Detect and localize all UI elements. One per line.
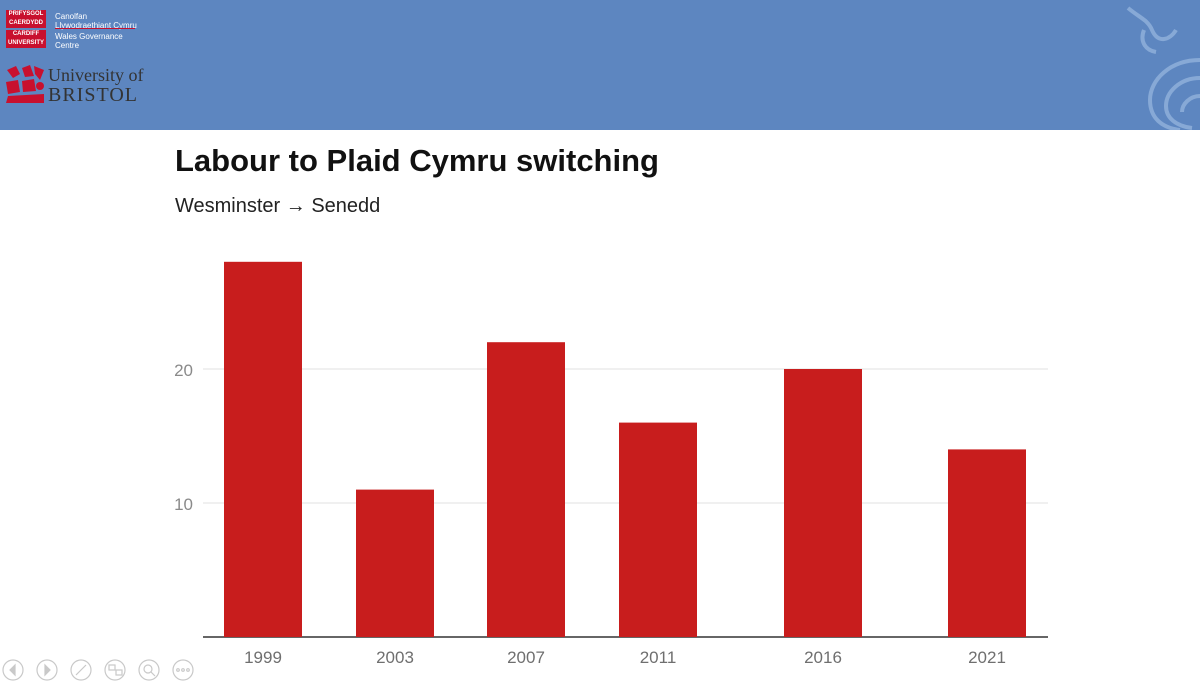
bars [224, 261, 1026, 637]
slides-icon[interactable] [104, 659, 126, 681]
next-slide-icon[interactable] [36, 659, 58, 681]
zoom-icon[interactable] [138, 659, 160, 681]
centre-name-line: Wales Governance [55, 32, 123, 41]
bar-2016 [784, 369, 862, 637]
y-tick-label: 20 [174, 361, 193, 380]
cardiff-university-logo: PRIFYSGOL CAERDYDD CARDIFF UNIVERSITY [6, 10, 46, 48]
centre-name-line: Centre [55, 41, 80, 50]
pen-icon[interactable] [70, 659, 92, 681]
x-tick-label: 2003 [376, 648, 414, 667]
cardiff-logo-line: CARDIFF [12, 31, 40, 37]
header-banner: PRIFYSGOL CAERDYDD CARDIFF UNIVERSITY Ca… [0, 0, 1200, 130]
centre-name-line: Canolfan [55, 12, 88, 21]
bar-2003 [356, 489, 434, 637]
tick-labels: 10 20 1999 2003 2007 2011 2016 2021 [174, 361, 1006, 667]
centre-name-line: Llywodraethiant Cymru [55, 21, 137, 30]
previous-slide-icon[interactable] [2, 659, 24, 681]
chart-subtitle: Wesminster → Senedd [175, 195, 381, 217]
x-tick-label: 2021 [968, 648, 1006, 667]
cardiff-logo-english: CARDIFF UNIVERSITY [6, 30, 46, 48]
bristol-wordmark-line: BRISTOL [48, 84, 138, 106]
cardiff-logo-welsh: PRIFYSGOL CAERDYDD [6, 10, 46, 28]
x-tick-label: 2007 [507, 648, 545, 667]
cardiff-logo-line: PRIFYSGOL [8, 11, 44, 17]
bristol-wordmark-line: University of [48, 65, 144, 85]
bristol-wordmark: University of BRISTOL [48, 65, 144, 106]
bar-2011 [619, 422, 697, 637]
cardiff-logo-line: CAERDYDD [8, 20, 43, 26]
wales-governance-centre-name: Canolfan Llywodraethiant Cymru Wales Gov… [55, 12, 137, 50]
bar-2021 [948, 449, 1026, 637]
x-tick-label: 2016 [804, 648, 842, 667]
x-tick-label: 1999 [244, 648, 282, 667]
chart-title: Labour to Plaid Cymru switching [175, 143, 659, 178]
bar-1999 [224, 261, 302, 637]
slide-navigation-controls [2, 659, 194, 681]
cardiff-logo-line: UNIVERSITY [7, 40, 44, 46]
bar-2007 [487, 342, 565, 637]
y-tick-label: 10 [174, 495, 193, 514]
dragon-watermark-icon [1126, 6, 1200, 130]
more-options-icon[interactable] [172, 659, 194, 681]
centre-name-divider [55, 28, 135, 29]
x-tick-label: 2011 [640, 648, 677, 667]
bristol-crest-icon [4, 64, 46, 104]
